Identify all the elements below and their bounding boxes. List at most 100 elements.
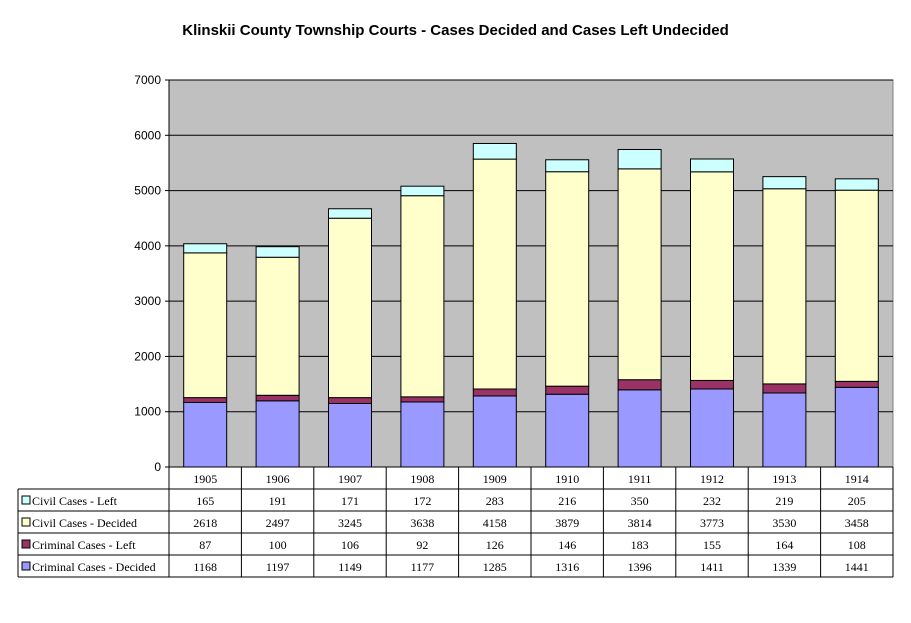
bar-segment (328, 397, 372, 404)
legend-key (21, 561, 31, 571)
data-label: 3245 (338, 516, 362, 530)
bar-segment (834, 178, 879, 191)
x-category-label: 1912 (700, 472, 724, 486)
chart-title: Klinskii County Township Courts - Cases … (182, 22, 729, 39)
data-label: 2497 (266, 516, 290, 530)
data-label: 1441 (845, 560, 869, 574)
data-label: 87 (199, 538, 211, 552)
data-label: 155 (703, 538, 721, 552)
bar-segment (690, 379, 734, 390)
data-label: 172 (413, 494, 431, 508)
data-label: 219 (775, 494, 793, 508)
bar-segment (545, 393, 590, 468)
x-category-label: 1913 (772, 472, 796, 486)
y-tick-label: 7000 (134, 73, 161, 87)
y-tick-label: 6000 (134, 128, 161, 142)
bar-segment (472, 158, 517, 390)
x-category-label: 1907 (338, 472, 362, 486)
data-label: 3638 (410, 516, 434, 530)
bar-segment (183, 401, 228, 468)
x-category-label: 1905 (193, 472, 217, 486)
bar-segment (690, 171, 734, 381)
bar-segment (617, 389, 662, 468)
data-label: 1316 (555, 560, 579, 574)
data-label: 2618 (193, 516, 217, 530)
data-label: 1339 (772, 560, 796, 574)
bar-segment (183, 243, 228, 254)
data-label: 3879 (555, 516, 579, 530)
bar-segment (472, 142, 517, 160)
data-label: 100 (269, 538, 287, 552)
bar-segment (400, 195, 445, 398)
bar-segment (762, 176, 807, 190)
bar-segment (762, 188, 807, 385)
data-label: 171 (341, 494, 359, 508)
y-tick-label: 0 (154, 460, 161, 474)
data-label: 1396 (628, 560, 652, 574)
bar-segment (472, 388, 517, 397)
legend-series-name: Civil Cases - Decided (32, 516, 137, 530)
bar-segment (690, 388, 734, 468)
bar-segment (545, 159, 590, 173)
data-label: 1177 (411, 560, 435, 574)
bar-segment (328, 402, 372, 468)
data-label: 3530 (772, 516, 796, 530)
data-label: 1411 (700, 560, 724, 574)
bar-segment (762, 383, 807, 394)
data-label: 191 (269, 494, 287, 508)
data-label: 1285 (483, 560, 507, 574)
data-label: 108 (848, 538, 866, 552)
legend-series-name: Criminal Cases - Decided (32, 560, 156, 574)
x-category-label: 1914 (845, 472, 869, 486)
bar-segment (617, 168, 662, 381)
x-category-label: 1910 (555, 472, 579, 486)
legend-key (21, 517, 31, 527)
data-label: 4158 (483, 516, 507, 530)
legend-series-name: Civil Cases - Left (32, 494, 118, 508)
y-tick-label: 5000 (134, 184, 161, 198)
data-label: 126 (486, 538, 504, 552)
x-category-label: 1911 (628, 472, 652, 486)
legend-key (21, 539, 31, 549)
data-label: 1197 (266, 560, 290, 574)
data-label: 146 (558, 538, 576, 552)
legend-series-name: Criminal Cases - Left (32, 538, 136, 552)
x-category-label: 1908 (410, 472, 434, 486)
data-label: 205 (848, 494, 866, 508)
data-table: 1905 1906 1907 1908 1909 1910 1911 1912 1913 1914… (17, 466, 894, 578)
plot-area (168, 79, 894, 468)
bar-segment (255, 256, 300, 396)
y-tick-label: 1000 (134, 405, 161, 419)
data-label: 350 (631, 494, 649, 508)
data-label: 183 (631, 538, 649, 552)
data-label: 3773 (700, 516, 724, 530)
bar-segment (255, 246, 300, 258)
data-label: 165 (196, 494, 214, 508)
y-tick-label: 3000 (134, 294, 161, 308)
bar-segment (834, 386, 879, 468)
data-label: 92 (416, 538, 428, 552)
y-tick-label: 2000 (134, 349, 161, 363)
x-category-label: 1909 (483, 472, 507, 486)
bar-segment (762, 392, 807, 468)
bar-segment (690, 158, 734, 173)
x-category-label: 1906 (266, 472, 290, 486)
bar-segment (183, 252, 228, 399)
data-label: 3814 (628, 516, 652, 530)
bar-segment (545, 171, 590, 387)
bar-segment (255, 400, 300, 468)
bar-segment (545, 385, 590, 395)
data-label: 3458 (845, 516, 869, 530)
bar-segment (183, 397, 228, 403)
data-label: 106 (341, 538, 359, 552)
data-label: 1168 (193, 560, 217, 574)
bar-segment (328, 208, 372, 219)
data-label: 232 (703, 494, 721, 508)
bar-segment (472, 395, 517, 468)
bar-segment (834, 380, 879, 388)
bar-segment (834, 189, 879, 382)
y-axis: 0 1000 2000 3000 4000 5000 6000 7000 (134, 73, 170, 474)
data-label: 164 (775, 538, 793, 552)
bar-segment (400, 185, 445, 197)
